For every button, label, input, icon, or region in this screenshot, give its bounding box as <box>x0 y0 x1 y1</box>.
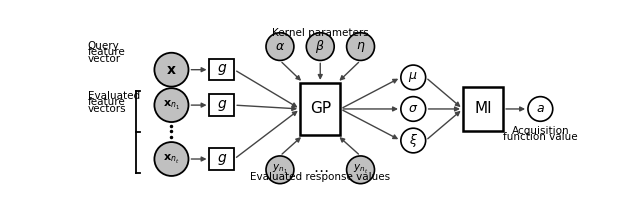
Text: $\eta$: $\eta$ <box>356 40 365 54</box>
Circle shape <box>266 33 294 60</box>
Text: $g$: $g$ <box>217 152 227 166</box>
Bar <box>300 83 340 135</box>
Bar <box>463 88 503 131</box>
Text: $y_{n_t}$: $y_{n_t}$ <box>353 163 368 176</box>
Text: $\mathbf{x}$: $\mathbf{x}$ <box>166 63 177 77</box>
Text: $\alpha$: $\alpha$ <box>275 40 285 53</box>
Text: Query: Query <box>88 41 120 51</box>
Text: MI: MI <box>474 101 492 117</box>
Circle shape <box>401 97 426 121</box>
Circle shape <box>347 156 374 184</box>
Text: Evaluated: Evaluated <box>88 91 140 101</box>
Text: $\beta$: $\beta$ <box>316 38 325 55</box>
Text: vector: vector <box>88 54 121 63</box>
Text: GP: GP <box>310 101 331 117</box>
Circle shape <box>401 65 426 90</box>
Text: $\mathbf{x}_{n_1}$: $\mathbf{x}_{n_1}$ <box>163 99 180 112</box>
Text: $\sigma$: $\sigma$ <box>408 103 419 115</box>
Text: Kernel parameters: Kernel parameters <box>272 28 369 38</box>
Circle shape <box>154 88 189 122</box>
Text: vectors: vectors <box>88 104 126 114</box>
Circle shape <box>154 53 189 87</box>
Bar <box>209 59 234 80</box>
Bar <box>209 94 234 116</box>
Text: $\cdots$: $\cdots$ <box>312 162 328 177</box>
Text: feature: feature <box>88 97 125 108</box>
Text: feature: feature <box>88 47 125 57</box>
Circle shape <box>528 97 553 121</box>
Bar <box>209 148 234 170</box>
Text: $\mathbf{x}_{n_t}$: $\mathbf{x}_{n_t}$ <box>163 152 180 166</box>
Circle shape <box>266 156 294 184</box>
Text: Evaluated response values: Evaluated response values <box>250 172 390 182</box>
Text: $g$: $g$ <box>217 98 227 113</box>
Text: $\mu$: $\mu$ <box>408 70 418 84</box>
Text: function value: function value <box>503 132 578 142</box>
Text: $a$: $a$ <box>536 103 545 115</box>
Circle shape <box>154 142 189 176</box>
Text: $\xi$: $\xi$ <box>409 132 418 149</box>
Circle shape <box>401 128 426 153</box>
Text: $y_{n_1}$: $y_{n_1}$ <box>272 163 288 176</box>
Circle shape <box>307 33 334 60</box>
Text: $g$: $g$ <box>217 62 227 77</box>
Circle shape <box>347 33 374 60</box>
Text: Acquisition: Acquisition <box>511 126 569 136</box>
